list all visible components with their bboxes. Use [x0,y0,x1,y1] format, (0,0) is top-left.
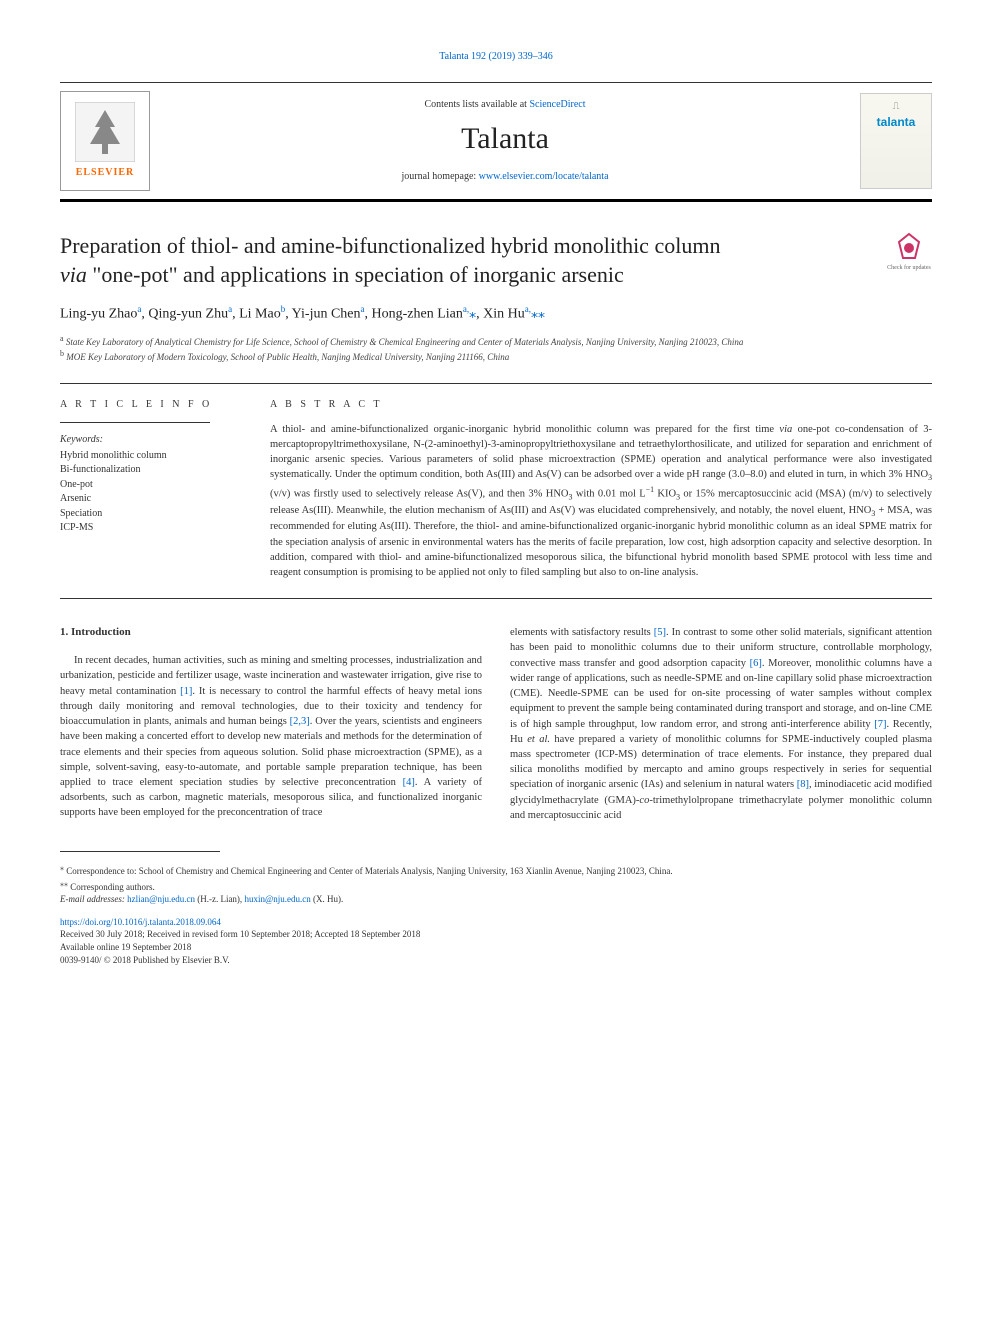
abstract-block: A B S T R A C T A thiol- and amine-bifun… [270,398,932,581]
sciencedirect-link[interactable]: ScienceDirect [529,99,585,110]
title-line2-italic: via [60,262,87,287]
citation-link[interactable]: Talanta 192 (2019) 339–346 [439,51,552,62]
article-info-rule [60,422,210,423]
keyword-item: Hybrid monolithic column [60,449,250,464]
affiliation-b: b MOE Key Laboratory of Modern Toxicolog… [60,349,932,363]
abstract-label: A B S T R A C T [270,398,932,412]
check-updates-badge[interactable]: Check for updates [886,232,932,282]
article-title: Preparation of thiol- and amine-bifuncti… [60,232,886,289]
affiliations: a State Key Laboratory of Analytical Che… [60,334,932,362]
cover-title: talanta [877,114,916,131]
article-info-block: A R T I C L E I N F O Keywords: Hybrid m… [60,398,270,581]
citation-header: Talanta 192 (2019) 339–346 [60,50,932,64]
body-column-right: elements with satisfactory results [5]. … [510,625,932,823]
doi-line: https://doi.org/10.1016/j.talanta.2018.0… [60,916,932,929]
journal-homepage-link[interactable]: www.elsevier.com/locate/talanta [479,171,609,182]
check-updates-label: Check for updates [887,264,931,272]
journal-cover-thumbnail: ⎍ talanta [860,93,932,189]
footnote-emails: E-mail addresses: hzlian@nju.edu.cn (H.-… [60,893,932,906]
title-line1: Preparation of thiol- and amine-bifuncti… [60,233,720,258]
keyword-item: Speciation [60,507,250,522]
article-info-label: A R T I C L E I N F O [60,398,250,412]
history-online: Available online 19 September 2018 [60,941,932,954]
intro-paragraph-left: In recent decades, human activities, suc… [60,653,482,820]
check-updates-icon [893,232,925,264]
intro-paragraph-right: elements with satisfactory results [5]. … [510,625,932,823]
article-history: Received 30 July 2018; Received in revis… [60,928,932,966]
email-link-2[interactable]: huxin@nju.edu.cn [244,894,310,904]
keywords-label: Keywords: [60,433,250,447]
homepage-prefix: journal homepage: [401,171,478,182]
footnotes: ⁎ Correspondence to: School of Chemistry… [60,862,932,906]
keywords-list: Hybrid monolithic column Bi-functionaliz… [60,449,250,536]
header-center: Contents lists available at ScienceDirec… [150,98,860,184]
keyword-item: One-pot [60,478,250,493]
author-list: Ling-yu Zhaoa, Qing-yun Zhua, Li Maob, Y… [60,303,932,324]
cover-mark-icon: ⎍ [893,100,900,114]
elsevier-logo: ELSEVIER [60,91,150,191]
keyword-item: Arsenic [60,492,250,507]
contents-prefix: Contents lists available at [424,99,529,110]
elsevier-tree-icon [75,102,135,162]
email-label: E-mail addresses: [60,894,125,904]
title-line2-rest: "one-pot" and applications in speciation… [87,262,624,287]
abstract-text: A thiol- and amine-bifunctionalized orga… [270,422,932,581]
doi-link[interactable]: https://doi.org/10.1016/j.talanta.2018.0… [60,917,221,927]
footnote-corr2: ⁎⁎ Corresponding authors. [60,878,932,894]
footnote-separator [60,851,220,852]
body-column-left: 1. Introduction In recent decades, human… [60,625,482,823]
journal-name: Talanta [150,118,860,160]
affiliation-a: a State Key Laboratory of Analytical Che… [60,334,932,348]
keyword-item: Bi-functionalization [60,463,250,478]
keyword-item: ICP-MS [60,521,250,536]
footnote-corr1: ⁎ Correspondence to: School of Chemistry… [60,862,932,878]
history-received: Received 30 July 2018; Received in revis… [60,928,932,941]
homepage-line: journal homepage: www.elsevier.com/locat… [150,170,860,184]
email-name-1: (H.-z. Lian), [197,894,242,904]
elsevier-brand-text: ELSEVIER [76,166,135,180]
section-heading-intro: 1. Introduction [60,625,482,641]
contents-line: Contents lists available at ScienceDirec… [150,98,860,112]
email-name-2: (X. Hu). [313,894,343,904]
email-link-1[interactable]: hzlian@nju.edu.cn [127,894,195,904]
journal-header-band: ELSEVIER Contents lists available at Sci… [60,82,932,202]
history-copyright: 0039-9140/ © 2018 Published by Elsevier … [60,954,932,967]
